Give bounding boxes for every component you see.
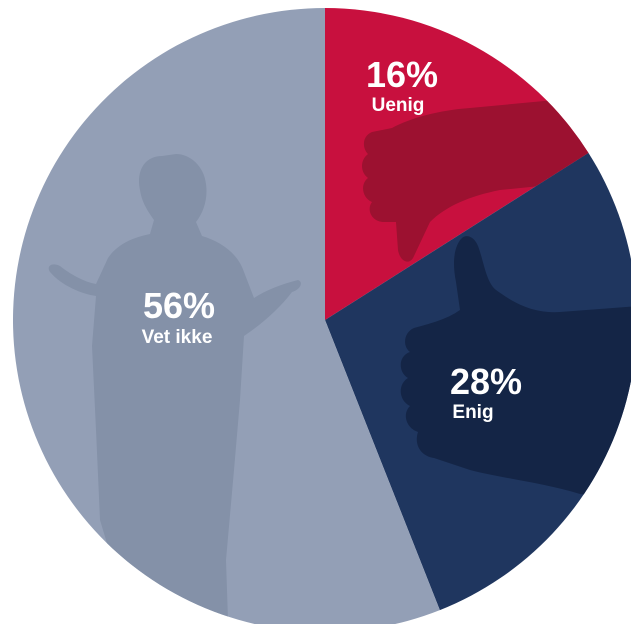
category-label-enig: Enig (452, 402, 493, 423)
thumbs-down-icon (362, 92, 589, 262)
value-label-vet-ikke: 56% (143, 285, 215, 326)
value-label-enig: 28% (450, 361, 522, 402)
category-label-uenig: Uenig (372, 95, 425, 116)
shrugging-person-icon (48, 154, 301, 620)
value-label-uenig: 16% (366, 54, 438, 95)
thumbs-up-icon (400, 236, 631, 500)
category-label-vet-ikke: Vet ikke (142, 327, 213, 348)
